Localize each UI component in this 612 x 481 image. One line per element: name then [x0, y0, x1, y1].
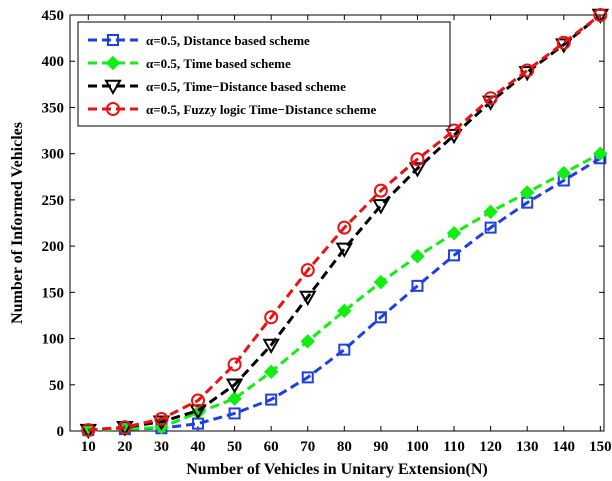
series-4-point [410, 152, 425, 167]
series-2-point [263, 364, 279, 380]
x-tick-label: 130 [516, 439, 539, 455]
legend-entry: α=0.5, Time based scheme [146, 56, 291, 71]
series-2-point [300, 334, 315, 349]
series-3-point [408, 162, 427, 178]
series-4-point [373, 183, 388, 198]
y-tick-label: 450 [42, 8, 65, 24]
y-tick-label: 100 [42, 332, 65, 348]
x-tick-label: 50 [227, 439, 242, 455]
series-1-point [448, 249, 461, 262]
y-tick-label: 0 [57, 424, 65, 440]
series-1-point [411, 279, 424, 292]
series-2-point [483, 204, 498, 220]
x-tick-label: 20 [117, 439, 132, 455]
y-tick-label: 400 [42, 54, 65, 70]
x-tick-label: 70 [300, 439, 315, 455]
series-4-point [300, 263, 315, 278]
legend-marker [106, 102, 120, 116]
x-tick-label: 110 [443, 439, 465, 455]
legend-entry: α=0.5, Distance based scheme [146, 33, 310, 48]
y-tick-label: 350 [42, 100, 65, 116]
series-1-point [338, 343, 351, 356]
y-tick-label: 250 [42, 193, 65, 209]
plot-frame [69, 14, 605, 432]
series-4-point [337, 220, 352, 235]
series-1-point [228, 407, 241, 420]
y-tick-label: 300 [42, 147, 65, 163]
x-tick-label: 150 [589, 439, 612, 455]
series-line-1 [88, 157, 602, 432]
x-axis-label: Number of Vehicles in Unitary Extension(… [186, 461, 488, 478]
series-4-point [447, 123, 462, 138]
series-3-point [372, 199, 390, 215]
series-4-point [227, 357, 242, 372]
x-tick-label: 30 [154, 439, 169, 455]
series-line-3 [88, 13, 602, 432]
legend-box [77, 21, 451, 127]
series-4-point [483, 91, 498, 106]
legend-marker [104, 79, 122, 96]
x-tick-label: 60 [264, 439, 279, 455]
series-2-point [556, 165, 571, 181]
series-4-point [191, 393, 206, 408]
series-2-point [410, 249, 425, 264]
series-2-point [373, 274, 389, 290]
series-4-point [520, 63, 535, 78]
series-3-point [225, 378, 244, 394]
legend-marker [107, 34, 119, 46]
series-2-point [519, 185, 535, 200]
series-line-2 [88, 152, 602, 432]
series-line-4 [88, 13, 602, 432]
x-tick-label: 10 [81, 439, 96, 455]
x-tick-label: 100 [406, 439, 429, 455]
series-2-point [593, 146, 608, 161]
series-1-point [484, 221, 497, 234]
series-2-point [446, 225, 462, 241]
series-4-point [593, 8, 608, 22]
y-axis-label: Number of Informed Vehicles [9, 122, 26, 324]
series-4-point [81, 423, 96, 438]
series-4-point [154, 411, 169, 426]
series-3-point [299, 290, 317, 306]
x-tick-label: 40 [191, 439, 206, 455]
series-3-point [189, 404, 207, 420]
x-tick-label: 140 [553, 439, 576, 455]
series-2-point [337, 303, 352, 319]
y-tick-label: 150 [42, 285, 65, 301]
series-4-point [264, 310, 279, 325]
series-2-point [227, 391, 242, 406]
series-4-point [117, 420, 132, 435]
series-4-point [556, 35, 571, 50]
legend-marker [105, 55, 121, 71]
series-3-point [335, 242, 354, 258]
x-tick-label: 120 [479, 439, 502, 455]
series-3-point [262, 338, 280, 355]
legend-entry: α=0.5, Time−Distance based scheme [146, 79, 346, 94]
y-tick-label: 50 [49, 378, 64, 394]
x-tick-label: 90 [373, 439, 388, 455]
series-1-point [374, 311, 387, 324]
y-tick-label: 200 [42, 239, 65, 255]
series-1-point [265, 393, 278, 406]
x-tick-label: 80 [337, 439, 352, 455]
series-1-point [301, 371, 314, 384]
legend-entry: α=0.5, Fuzzy logic Time−Distance scheme [146, 102, 377, 117]
